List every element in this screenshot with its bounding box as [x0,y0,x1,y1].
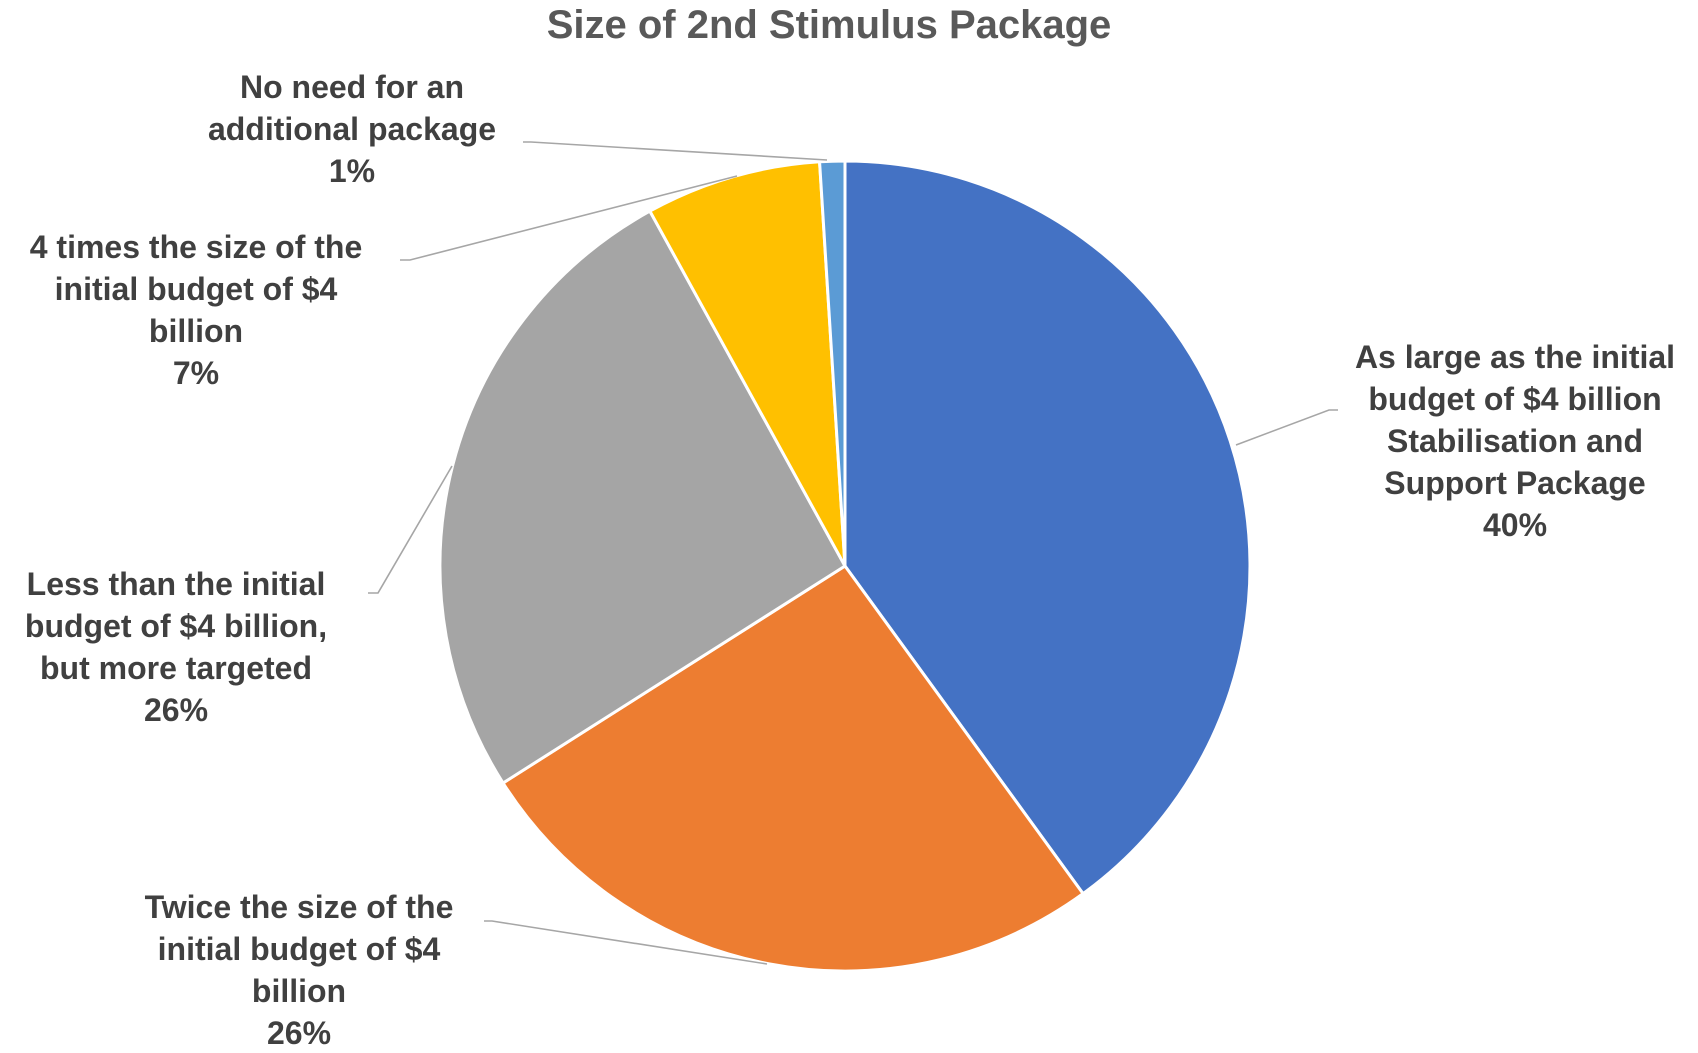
slice-label-line: budget of $4 billion, [25,608,327,644]
slice-value-label: 26% [267,1015,331,1051]
slice-label-line: Less than the initial [27,566,326,602]
leader-line-3 [368,465,453,594]
slice-label-line: budget of $4 billion [1368,381,1661,417]
slice-value-label: 26% [144,692,208,728]
slice-labels: As large as the initial budget of $4 bill… [25,69,1675,1051]
pie-slice-3 [438,209,847,786]
slice-label-line: Twice the size of the [145,889,454,925]
leader-lines [368,141,1338,965]
slice-label-5: No need for an additional package 1% [208,69,496,189]
slice-label-line: No need for an [240,69,464,105]
leader-line-4 [400,175,738,261]
leader-line-5 [523,141,828,161]
slice-value-label: 1% [329,153,375,189]
slice-label-line: 4 times the size of the [30,229,363,265]
slice-label-line: additional package [208,111,496,147]
slice-value-label: 40% [1483,507,1547,543]
slice-label-2: Twice the size of the initial budget of $… [145,889,454,1051]
pie-slice-2 [500,563,1086,973]
chart-title: Size of 2nd Stimulus Package [547,3,1112,47]
pie-slice-5 [817,159,847,567]
slice-label-line: Stabilisation and [1387,423,1643,459]
slice-label-1: As large as the initial budget of $4 bill… [1355,339,1675,543]
slice-label-line: billion [149,313,243,349]
slice-label-line: As large as the initial [1355,339,1675,375]
slice-label-3: Less than the initial budget of $4 billio… [25,566,327,728]
slice-label-line: billion [252,973,346,1009]
slice-label-line: Support Package [1384,465,1645,501]
pie-slices [438,159,1252,973]
slice-label-line: initial budget of $4 [158,931,441,967]
leader-line-2 [484,920,768,965]
slice-label-4: 4 times the size of the initial budget of… [30,229,363,391]
leader-line-1 [1235,409,1338,446]
pie-slice-1 [843,159,1252,896]
slice-label-line: but more targeted [40,650,312,686]
slice-value-label: 7% [173,355,219,391]
slice-label-line: initial budget of $4 [55,271,338,307]
